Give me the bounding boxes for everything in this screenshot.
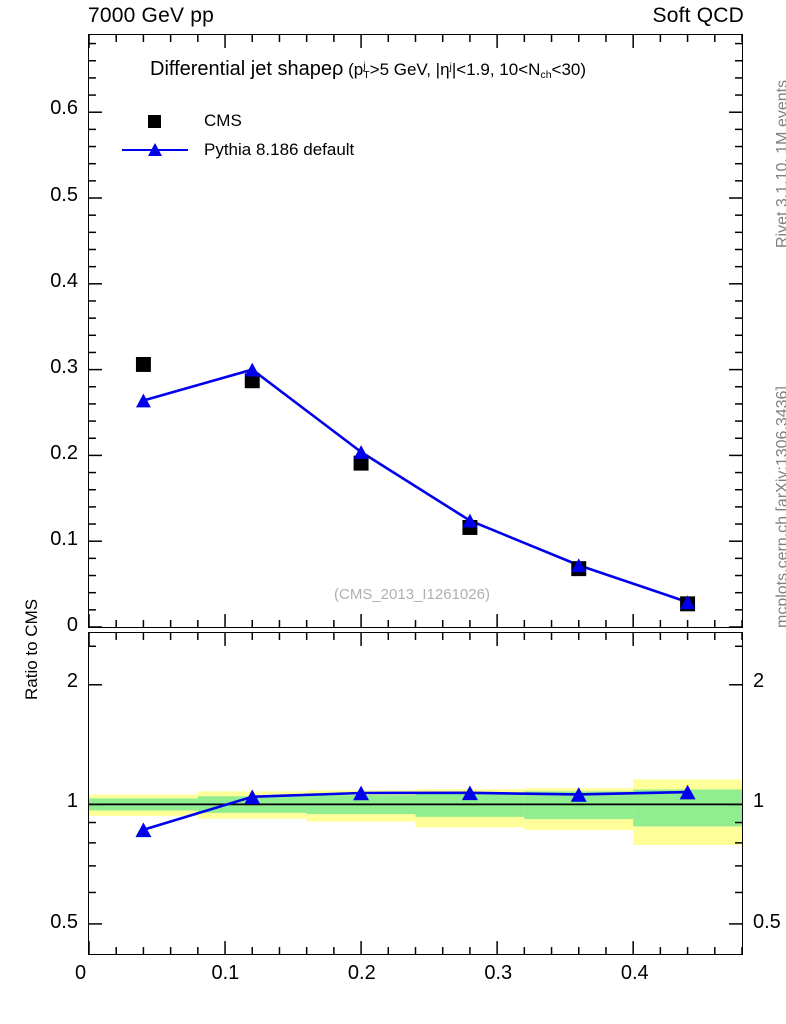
main-y-tick-label: 0.6 <box>50 97 78 120</box>
legend-entry[interactable]: Pythia 8.186 default <box>118 135 354 164</box>
plot-title-eta-sup: j <box>449 60 452 73</box>
main-y-tick-label: 0.4 <box>50 269 78 292</box>
legend-square-icon <box>148 114 161 128</box>
ratio-y-tick-label: 2 <box>66 670 78 693</box>
plot-title-rho: ρ <box>331 58 344 80</box>
plot-title-pt-sup: j <box>363 60 366 73</box>
plot-title-text: Differential jet shape <box>150 58 332 80</box>
ratio-y-tick-label: 1 <box>66 790 78 813</box>
ratio-y-tick-label-right: 2 <box>753 670 765 693</box>
ratio-y-tick-label: 0.5 <box>50 910 78 933</box>
main-y-tick-label: 0.3 <box>50 355 78 378</box>
legend-label: Pythia 8.186 default <box>204 139 355 159</box>
header-beam-label: 7000 GeV pp <box>88 4 214 27</box>
plot-title: Differential jet shapeρ (p j T >5 GeV, |ηj|… <box>150 58 586 81</box>
x-tick-label: 0.2 <box>347 962 376 984</box>
main-y-tick-label: 0.5 <box>50 183 78 206</box>
ratio-y-tick-label-right: 0.5 <box>753 910 781 933</box>
ratio-plot-panel <box>88 632 743 955</box>
rivet-version-caption: Rivet 3.1.10, 1M events <box>774 79 786 248</box>
plot-title-cond-close: <30) <box>551 60 587 79</box>
x-tick-label: 0 <box>75 962 87 984</box>
ratio-y-tick-label-right: 1 <box>753 790 765 813</box>
main-plot-canvas <box>88 35 743 628</box>
plot-title-pt-sub: T <box>363 69 370 82</box>
plot-title-cond-mid2: |<1.9, 10<N <box>451 60 541 79</box>
x-tick-label: 0.4 <box>620 962 649 984</box>
ratio-axis-label: Ratio to CMS <box>22 598 41 700</box>
legend-triangle-icon <box>148 142 162 156</box>
main-y-tick-label: 0.2 <box>50 441 78 464</box>
legend-label: CMS <box>204 110 242 130</box>
main-y-tick-label: 0.1 <box>50 527 78 550</box>
x-tick-label: 0.3 <box>484 962 513 984</box>
legend-entry[interactable]: CMS <box>118 106 354 135</box>
mcplots-source-caption: mcplots.cern.ch [arXiv:1306.3436] <box>774 386 786 628</box>
plot-title-cond-open: (p <box>343 60 364 79</box>
legend: CMS Pythia 8.186 default <box>118 106 354 164</box>
header-process-label: Soft QCD <box>652 4 744 27</box>
analysis-id-watermark: (CMS_2013_I1261026) <box>334 586 490 603</box>
plot-title-cond-mid: >5 GeV, |η <box>369 60 450 79</box>
plot-title-nch-sub: ch <box>540 68 552 81</box>
main-plot-panel <box>88 34 743 628</box>
legend-marker-triangle-icon <box>118 140 192 160</box>
main-y-tick-label: 0 <box>66 614 78 636</box>
ratio-plot-canvas <box>88 633 743 954</box>
x-tick-label: 0.1 <box>211 962 240 984</box>
legend-marker-square-icon <box>118 111 192 131</box>
